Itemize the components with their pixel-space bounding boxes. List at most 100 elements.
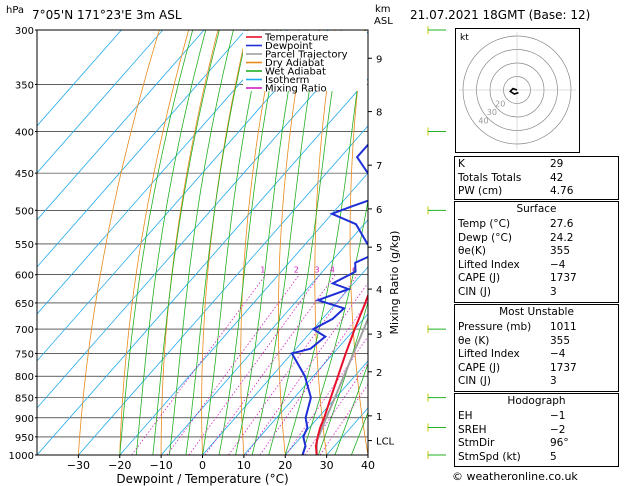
dry-adiabat xyxy=(119,30,189,455)
legend-label: Wet Adiabat xyxy=(265,67,326,78)
mixing-ratio-line xyxy=(259,300,368,455)
index-row: PW (cm) 4.76 xyxy=(458,185,615,199)
hodograph-trace xyxy=(509,87,519,95)
index-label: EH xyxy=(458,410,473,422)
x-tick-label: −30 xyxy=(67,459,90,472)
index-label: K xyxy=(458,158,465,170)
km-tick-label: LCL xyxy=(376,437,395,448)
hodograph-ring-label: 20 xyxy=(495,100,505,109)
legend-label: Mixing Ratio xyxy=(265,84,327,95)
index-row: StmSpd (kt) 5 xyxy=(458,451,615,465)
isotherm-line xyxy=(284,360,368,455)
pressure-tick-label: 600 xyxy=(15,271,34,282)
pressure-tick-label: 400 xyxy=(15,128,34,139)
isotherm-line xyxy=(37,30,288,315)
index-value: 3 xyxy=(550,286,557,298)
index-label: StmDir xyxy=(458,437,495,450)
legend-label: Parcel Trajectory xyxy=(265,50,348,61)
km-tick-label: 2 xyxy=(376,368,382,379)
index-label: CIN (J) xyxy=(458,375,491,388)
wet-adiabat xyxy=(185,30,249,455)
index-row: θe (K) 355 xyxy=(458,335,615,349)
index-row: CAPE (J) 1737 xyxy=(458,362,615,376)
isotherm-line xyxy=(202,266,368,455)
wet-adiabat xyxy=(334,362,368,455)
index-value: 96° xyxy=(550,437,569,450)
isotherm-line xyxy=(37,30,205,221)
index-row: Lifted Index −4 xyxy=(458,348,615,362)
isotherm-line xyxy=(37,31,368,409)
pressure-tick-label: 350 xyxy=(15,80,34,91)
dry-adiabat xyxy=(314,30,336,455)
isotherm-line xyxy=(119,172,368,455)
wet-adiabat xyxy=(119,30,194,455)
index-value: 1737 xyxy=(550,361,577,374)
mixing-ratio-axis-label: Mixing Ratio (g/kg) xyxy=(388,231,401,335)
index-label: CIN (J) xyxy=(458,286,491,298)
index-row: Totals Totals 42 xyxy=(458,172,615,186)
indices-general-box: K 29 Totals Totals 42 PW (cm) 4.76 xyxy=(454,156,619,200)
index-label: Totals Totals xyxy=(458,171,522,184)
legend-box xyxy=(243,31,367,91)
mixing-ratio-line xyxy=(131,274,267,455)
index-row: θe(K) 355 xyxy=(458,245,615,259)
index-row: Temp (°C) 27.6 xyxy=(458,218,615,232)
index-value: 1011 xyxy=(550,321,577,333)
index-value: 355 xyxy=(550,245,571,258)
index-value: −1 xyxy=(550,410,566,422)
pressure-tick-label: 550 xyxy=(15,240,34,251)
surface-title: Surface xyxy=(516,203,557,215)
index-value: 4.76 xyxy=(550,185,574,198)
mixing-ratio-label: 2 xyxy=(294,266,299,275)
mixing-ratio-line xyxy=(228,274,358,455)
x-axis-label: Dewpoint / Temperature (°C) xyxy=(116,472,288,486)
x-tick-label: 30 xyxy=(320,459,334,472)
legend-label: Temperature xyxy=(264,33,328,44)
dewpoint-line xyxy=(290,143,368,455)
index-row: EH −1 xyxy=(458,410,615,424)
index-label: Lifted Index xyxy=(458,348,520,361)
index-value: −4 xyxy=(550,258,566,271)
index-row: Dewp (°C) 24.2 xyxy=(458,232,615,246)
index-row: SREH −2 xyxy=(458,424,615,438)
index-row: Pressure (mb) 1011 xyxy=(458,321,615,335)
index-value: 27.6 xyxy=(550,218,574,230)
index-label: StmSpd (kt) xyxy=(458,450,521,463)
index-label: CAPE (J) xyxy=(458,272,501,285)
index-row: StmDir 96° xyxy=(458,437,615,451)
dry-adiabat xyxy=(201,30,248,455)
mixing-ratio-label: 3 xyxy=(314,266,319,275)
hodograph-ring-label: 40 xyxy=(478,116,488,125)
parcel-trajectory-line xyxy=(315,316,368,455)
index-label: Pressure (mb) xyxy=(458,321,532,333)
mixing-ratio-line xyxy=(319,383,368,455)
wet-adiabat xyxy=(202,30,265,455)
hodograph-ring-label: 30 xyxy=(487,108,497,117)
mixing-ratio-label: 8 xyxy=(368,266,373,275)
wet-adiabat xyxy=(135,30,207,455)
pressure-tick-label: 800 xyxy=(15,372,34,383)
index-row: CAPE (J) 1737 xyxy=(458,272,615,286)
km-tick-label: 3 xyxy=(376,330,382,341)
hodograph-title: Hodograph xyxy=(507,395,566,407)
index-row: CIN (J) 3 xyxy=(458,375,615,389)
wet-adiabat xyxy=(268,30,342,455)
asl-unit: ASL xyxy=(374,16,393,27)
km-tick-label: 1 xyxy=(376,412,382,423)
x-tick-label: −20 xyxy=(108,459,131,472)
mixing-ratio-line xyxy=(245,282,368,455)
index-value: 29 xyxy=(550,158,564,170)
index-label: Dewp (°C) xyxy=(458,231,512,244)
mixing-ratio-label: 4 xyxy=(330,266,335,275)
isotherm-line xyxy=(37,30,164,174)
wet-adiabat xyxy=(218,30,282,455)
dry-adiabat xyxy=(240,30,277,455)
pressure-tick-label: 450 xyxy=(15,169,34,180)
most-unstable-title: Most Unstable xyxy=(499,306,574,318)
mixing-ratio-label: 15 xyxy=(403,266,413,275)
pressure-tick-label: 650 xyxy=(15,299,34,310)
wet-adiabat xyxy=(251,30,320,455)
index-row: CIN (J) 3 xyxy=(458,286,615,300)
